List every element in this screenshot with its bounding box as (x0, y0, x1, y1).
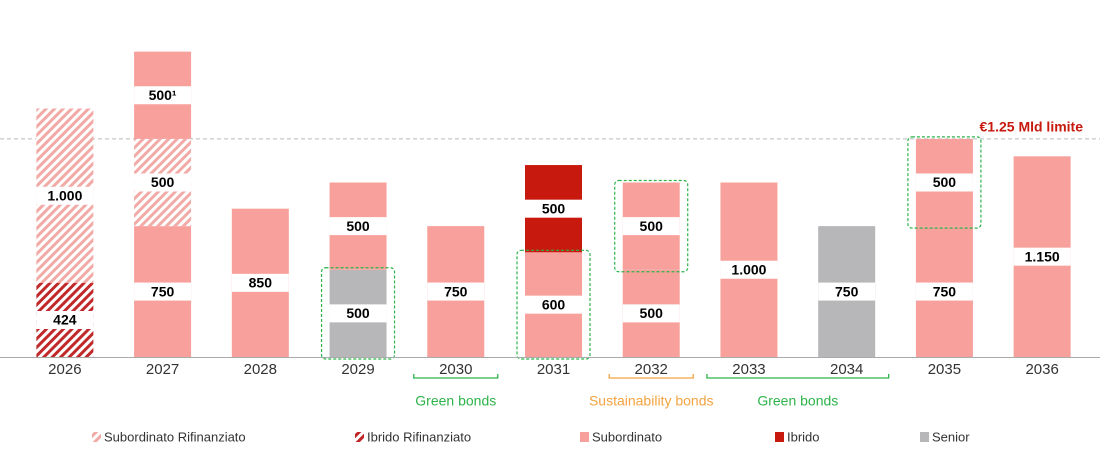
legend-swatch (920, 432, 929, 442)
bracket-label: Green bonds (415, 393, 496, 409)
value-label: 424 (53, 312, 77, 328)
bracket-label: Green bonds (757, 393, 838, 409)
label-band (525, 199, 582, 218)
value-label: 500 (151, 174, 175, 190)
legend-swatch (580, 432, 589, 442)
x-tick-label: 2034 (830, 361, 863, 378)
value-label: 500¹ (149, 87, 177, 103)
label-band (231, 273, 289, 292)
legend-label: Ibrido Rifinanziato (367, 429, 471, 444)
limit-label: €1.25 Mld limite (980, 119, 1084, 135)
label-band (720, 260, 778, 279)
label-band (818, 282, 876, 301)
bracket (608, 374, 694, 379)
label-band (915, 282, 973, 301)
x-tick-label: 2026 (48, 361, 81, 378)
legend-label: Ibrido (787, 429, 820, 444)
label-band (329, 304, 387, 323)
x-tick-label: 2036 (1025, 361, 1058, 378)
x-tick-label: 2028 (244, 361, 277, 378)
legend-swatch (775, 432, 784, 442)
bracket-label: Sustainability bonds (589, 393, 714, 409)
value-label: 1.150 (1025, 248, 1060, 264)
value-label: 1.000 (47, 187, 82, 203)
x-tick-label: 2031 (537, 361, 570, 378)
legend-label: Subordinato Rifinanziato (104, 429, 246, 444)
value-label: 1.000 (731, 261, 766, 277)
label-band (427, 282, 485, 301)
x-tick-label: 2032 (635, 361, 668, 378)
value-label: 500 (346, 305, 370, 321)
label-band (134, 173, 192, 192)
x-tick-label: 2030 (439, 361, 472, 378)
value-label: 750 (933, 283, 957, 299)
value-label: 750 (444, 283, 468, 299)
value-label: 500 (933, 174, 957, 190)
label-band (36, 311, 94, 330)
value-label: 500 (542, 200, 566, 216)
value-label: 500 (640, 305, 664, 321)
label-band (525, 295, 582, 314)
bracket (706, 374, 890, 379)
bracket (413, 374, 499, 379)
legend-label: Senior (932, 429, 970, 444)
green-box (907, 136, 982, 229)
legend-label: Subordinato (592, 429, 662, 444)
label-band (36, 186, 94, 205)
value-label: 750 (151, 283, 175, 299)
green-box (320, 267, 396, 360)
x-tick-label: 2027 (146, 361, 179, 378)
value-label: 500 (346, 218, 370, 234)
label-band (1013, 247, 1071, 266)
label-band (329, 217, 387, 236)
label-band (134, 86, 192, 105)
value-label: 500 (640, 218, 664, 234)
label-band (915, 173, 973, 192)
legend-swatch (355, 432, 364, 442)
label-band (622, 304, 680, 323)
value-label: 600 (542, 296, 566, 312)
x-tick-label: 2033 (732, 361, 765, 378)
x-tick-label: 2035 (928, 361, 961, 378)
value-label: 750 (835, 283, 859, 299)
label-band (134, 282, 192, 301)
value-label: 850 (249, 275, 273, 291)
label-band (622, 217, 680, 236)
green-box (614, 179, 689, 273)
green-box (516, 249, 591, 360)
legend-swatch (92, 432, 101, 442)
x-tick-label: 2029 (341, 361, 374, 378)
